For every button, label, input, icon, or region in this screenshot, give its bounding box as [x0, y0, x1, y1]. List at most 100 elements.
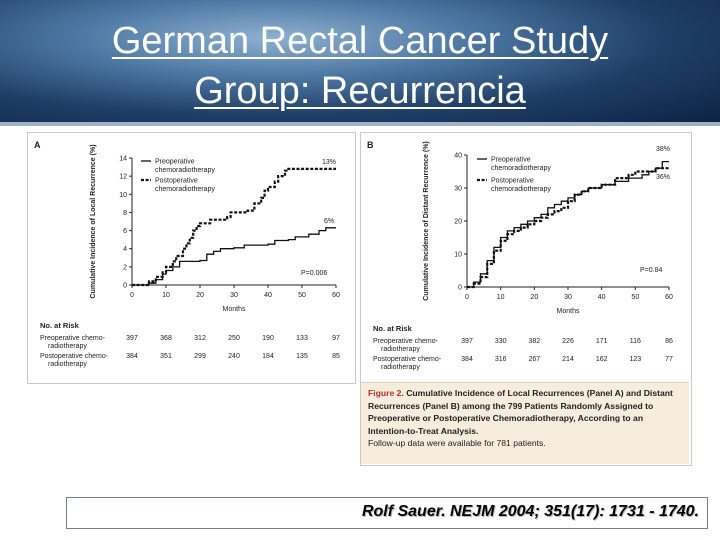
postoperative-curve: [467, 167, 669, 289]
slide-title-line-2: Group: Recurrencia: [194, 70, 526, 112]
y-tick-label: 4: [123, 246, 127, 253]
x-axis-title: Months: [557, 308, 580, 315]
y-axis-title: Cumulative Incidence of Local Recurrence…: [90, 144, 97, 298]
x-axis-title: Months: [223, 306, 246, 313]
x-tick-label: 40: [598, 294, 606, 301]
y-axis-title-text: Cumulative Incidence of Distant Recurren…: [423, 141, 430, 300]
at-risk-value: 316: [495, 356, 507, 363]
legend-label-line: Preoperative: [491, 157, 531, 164]
x-tick-label: 40: [264, 292, 272, 299]
x-tick-label: 60: [665, 294, 673, 301]
at-risk-value: 384: [461, 356, 473, 363]
p-value: P=0.84: [640, 267, 662, 274]
y-tick-label: 8: [123, 210, 127, 217]
at-risk-value: 397: [461, 338, 473, 345]
figure-label: Figure 2.: [368, 388, 404, 398]
y-tick-label: 40: [454, 153, 462, 160]
end-label: 36%: [656, 174, 670, 181]
y-tick-label: 20: [454, 219, 462, 226]
postoperative-curve: [132, 167, 336, 287]
y-tick-label: 10: [119, 192, 127, 199]
at-risk-value: 214: [562, 356, 574, 363]
at-risk-row-label: Preoperative chemo-: [40, 335, 106, 342]
at-risk-value: 133: [296, 335, 308, 342]
legend-label-line: chemoradiotherapy: [155, 186, 215, 193]
legend-label-line: chemoradiotherapy: [155, 167, 215, 174]
chart-a-svg: A 0 2 4 6 8 10 12 14 0 10 20 30 40 50 60 Months Cumulativ…: [34, 140, 340, 368]
at-risk-heading: No. at Risk: [40, 321, 80, 330]
y-axis-title: Cumulative Incidence of Distant Recurren…: [423, 141, 430, 300]
y-tick-label: 0: [458, 285, 462, 292]
at-risk-row-label-cont: radiotherapy: [48, 361, 87, 368]
at-risk-value: 162: [596, 356, 608, 363]
at-risk-value: 382: [528, 338, 540, 345]
x-tick-label: 20: [196, 292, 204, 299]
panel-letter: A: [34, 140, 41, 150]
at-risk-value: 86: [665, 338, 673, 345]
at-risk-row-label: Preoperative chemo-: [373, 338, 439, 345]
at-risk-value: 190: [262, 335, 274, 342]
legend-label: Preoperative chemoradiotherapy: [155, 159, 215, 175]
at-risk-value: 250: [228, 335, 240, 342]
x-tick-label: 50: [631, 294, 639, 301]
at-risk-value: 116: [630, 338, 641, 345]
y-tick-label: 0: [123, 283, 127, 290]
caption-text: Cumulative Incidence of Local Recurrence…: [368, 388, 673, 436]
chart-b-svg: B 0 10 20 30 40 0 10 20 30 40 50 60 Months Cumulative …: [367, 140, 673, 371]
x-tick-label: 0: [130, 292, 134, 299]
at-risk-value: 267: [528, 356, 540, 363]
end-label: 38%: [656, 146, 670, 153]
end-label: 13%: [322, 159, 336, 166]
x-tick-label: 50: [298, 292, 306, 299]
at-risk-value: 351: [160, 353, 172, 360]
legend-label-line: chemoradiotherapy: [491, 186, 551, 193]
legend-label: Postoperative chemoradiotherapy: [491, 178, 551, 194]
at-risk-row-label-cont: radiotherapy: [48, 343, 87, 350]
panel-letter: B: [367, 140, 374, 150]
x-tick-label: 10: [162, 292, 170, 299]
at-risk-value: 123: [629, 356, 641, 363]
x-tick-label: 30: [230, 292, 238, 299]
y-tick-label: 6: [123, 228, 127, 235]
at-risk-value: 384: [126, 353, 138, 360]
at-risk-heading: No. at Risk: [373, 324, 413, 333]
chart-panel-a: A 0 2 4 6 8 10 12 14 0 10 20 30 40 50 60 Months Cumulativ…: [27, 132, 356, 384]
at-risk-value: 77: [665, 356, 673, 363]
figure-caption: Figure 2. Cumulative Incidence of Local …: [361, 382, 689, 464]
y-tick-label: 10: [454, 252, 462, 259]
x-tick-label: 20: [530, 294, 538, 301]
citation-text: Rolf Sauer. NEJM 2004; 351(17): 1731 - 1…: [361, 503, 699, 520]
slide-title-line-1: German Rectal Cancer Study: [111, 20, 609, 62]
at-risk-row-label-cont: radiotherapy: [381, 346, 420, 353]
at-risk-value: 97: [332, 335, 340, 342]
x-tick-label: 30: [564, 294, 572, 301]
preoperative-curve: [132, 227, 336, 286]
y-tick-label: 12: [119, 174, 127, 181]
at-risk-row-label-cont: radiotherapy: [381, 364, 420, 371]
x-tick-label: 0: [465, 294, 469, 301]
y-tick-label: 2: [123, 264, 127, 271]
at-risk-row-label: Postoperative chemo-: [40, 353, 109, 360]
y-axis-title-text: Cumulative Incidence of Local Recurrence…: [90, 144, 97, 298]
at-risk-value: 135: [296, 353, 308, 360]
at-risk-value: 171: [596, 338, 608, 345]
preoperative-curve: [467, 160, 669, 288]
at-risk-value: 330: [495, 338, 507, 345]
p-value: P=0.006: [301, 270, 327, 277]
at-risk-value: 184: [262, 353, 274, 360]
legend-label-line: Preoperative: [155, 159, 195, 166]
at-risk-value: 240: [228, 353, 240, 360]
x-tick-label: 60: [332, 292, 340, 299]
at-risk-value: 226: [562, 338, 574, 345]
legend-label-line: Postoperative: [155, 178, 198, 185]
citation-box: Rolf Sauer. NEJM 2004; 351(17): 1731 - 1…: [66, 497, 708, 529]
y-tick-label: 30: [454, 186, 462, 193]
legend-label: Preoperative chemoradiotherapy: [491, 157, 551, 173]
legend-label: Postoperative chemoradiotherapy: [155, 178, 215, 194]
end-label: 6%: [324, 218, 334, 225]
at-risk-value: 85: [332, 353, 340, 360]
legend-label-line: Postoperative: [491, 178, 534, 185]
legend-label-line: chemoradiotherapy: [491, 165, 551, 172]
at-risk-value: 397: [126, 335, 138, 342]
caption-note: Follow-up data were available for 781 pa…: [368, 438, 546, 448]
